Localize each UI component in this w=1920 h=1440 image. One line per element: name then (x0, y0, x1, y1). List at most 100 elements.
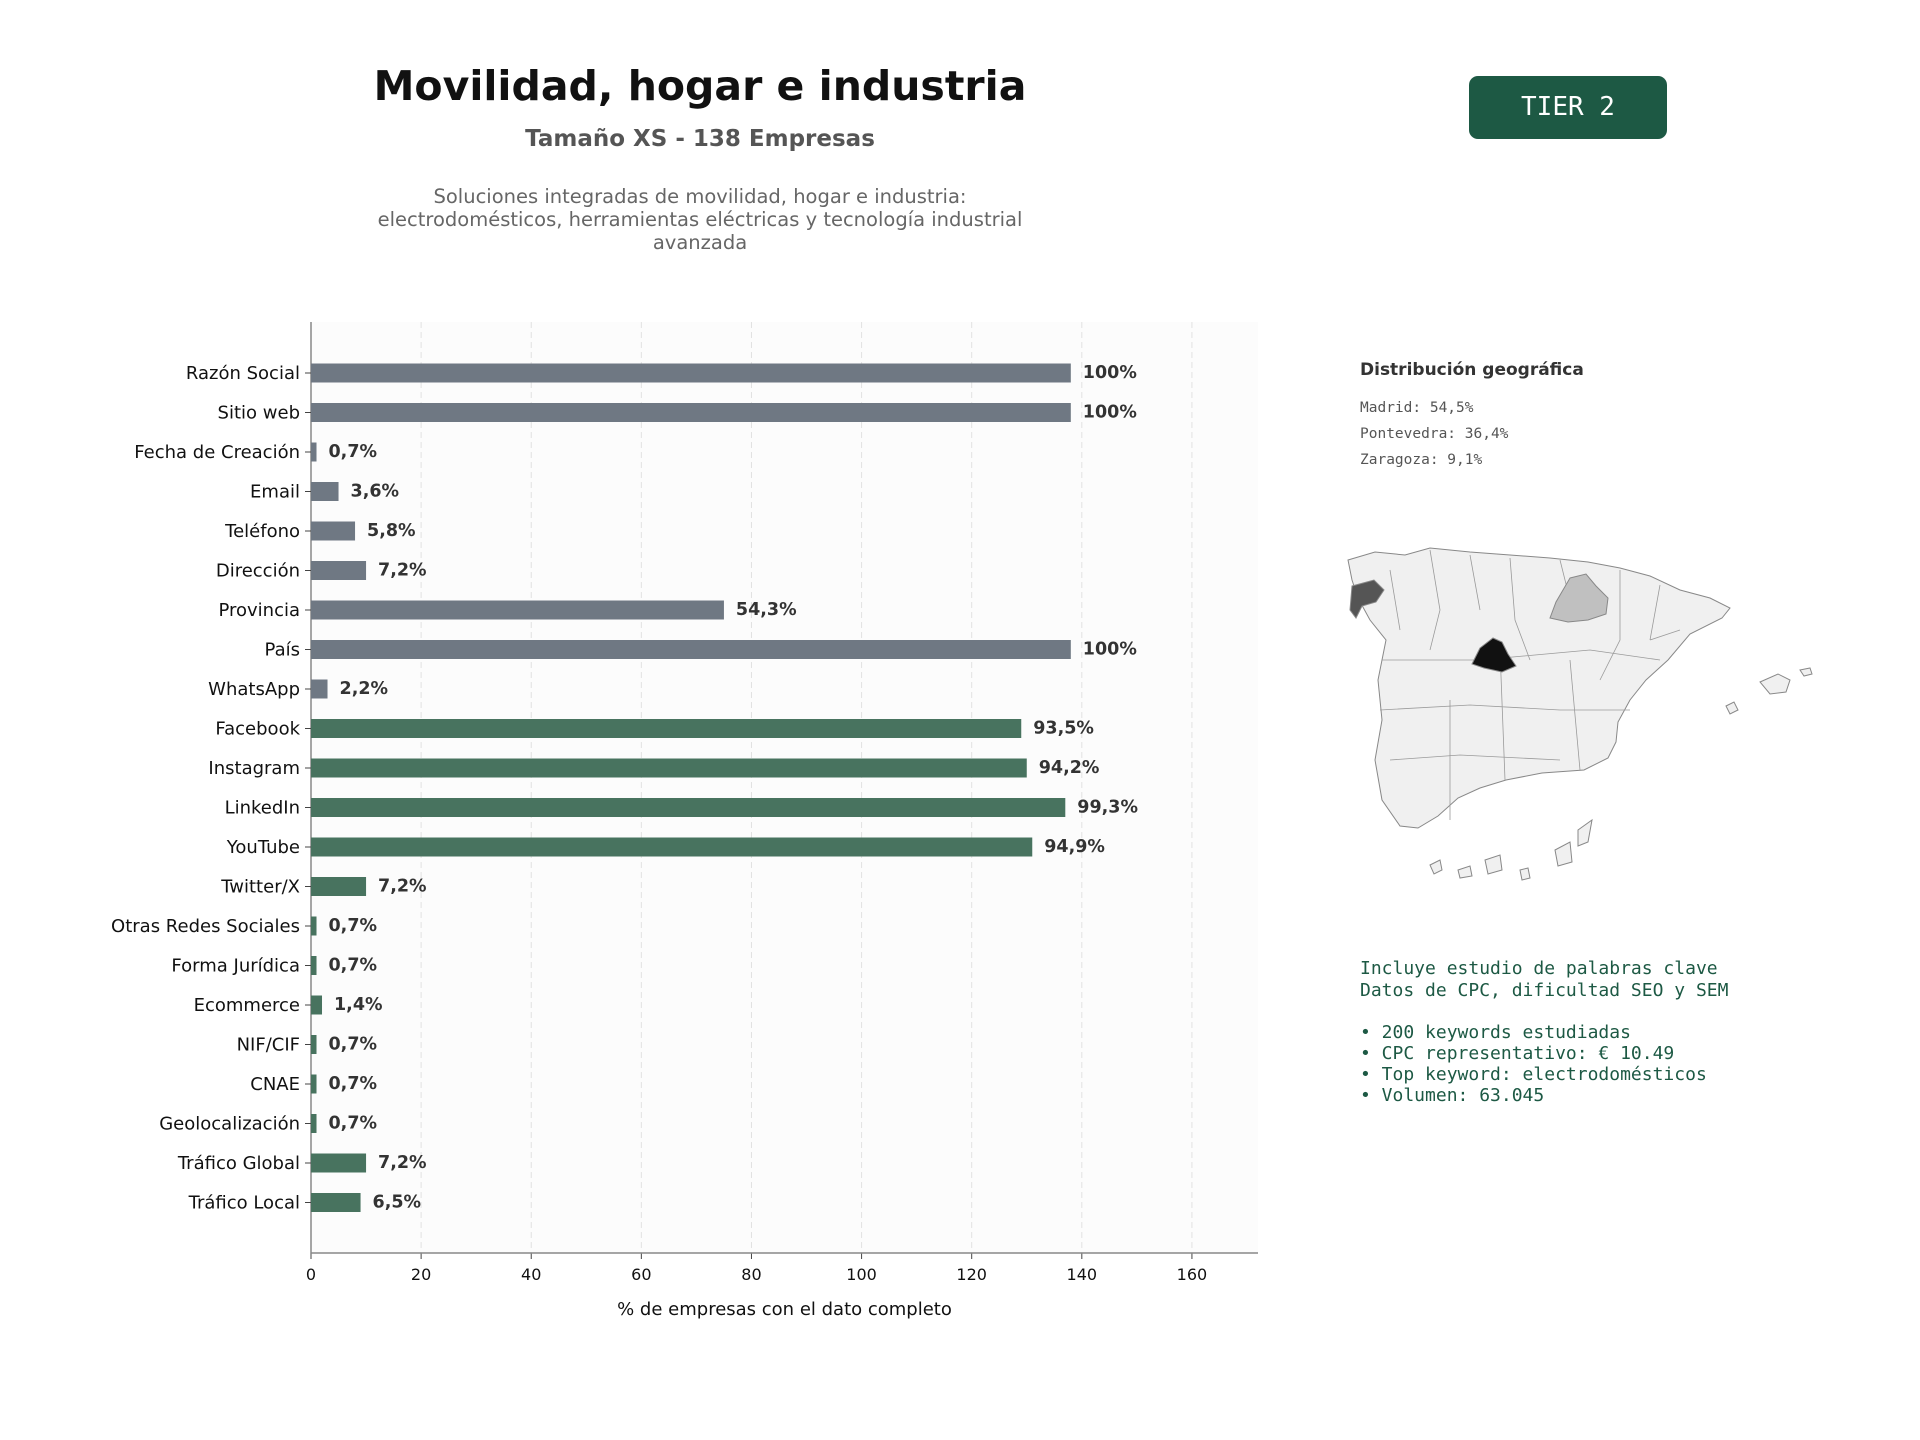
x-axis-label: % de empresas con el dato completo (617, 1299, 952, 1320)
bar (311, 995, 323, 1015)
bar (311, 758, 1027, 778)
keyword-bullet-4: • Volumen: 63.045 (1360, 1085, 1545, 1106)
x-tick-label: 60 (631, 1265, 651, 1284)
map-region-zaragoza (1549, 573, 1609, 623)
category-label: Tráfico Local (188, 1193, 300, 1214)
data-label: 5,8% (367, 521, 416, 541)
bar (311, 916, 317, 936)
geo-item-zaragoza: Zaragoza: 9,1% (1360, 452, 1483, 468)
bar (311, 363, 1071, 383)
bar (311, 877, 367, 896)
bar (311, 403, 1071, 422)
geo-item-pontevedra: Pontevedra: 36,4% (1360, 426, 1509, 442)
bar (311, 600, 724, 620)
data-label: 0,7% (329, 1035, 378, 1055)
category-label: Geolocalización (159, 1114, 300, 1135)
data-label: 2,2% (340, 679, 389, 699)
category-label: WhatsApp (208, 679, 300, 700)
bar (311, 521, 356, 541)
category-label: Tráfico Global (177, 1153, 300, 1174)
category-label: Facebook (215, 719, 300, 740)
category-label: Dirección (216, 561, 300, 582)
map-spain-mainland (1347, 547, 1731, 829)
page-subtitle: Tamaño XS - 138 Empresas (525, 126, 875, 152)
description-line-3: avanzada (652, 231, 748, 254)
keyword-bullet-2: • CPC representativo: € 10.49 (1360, 1043, 1675, 1064)
category-label: Fecha de Creación (134, 442, 300, 463)
x-tick-label: 140 (1067, 1265, 1098, 1284)
map-region-pontevedra (1349, 579, 1385, 619)
category-label: Forma Jurídica (171, 956, 300, 977)
geo-item-madrid: Madrid: 54,5% (1360, 400, 1474, 416)
data-label: 0,7% (329, 1114, 378, 1134)
category-label: Twitter/X (220, 877, 300, 898)
category-label: Razón Social (186, 363, 300, 384)
data-label: 7,2% (378, 561, 427, 581)
category-label: Email (250, 482, 300, 503)
data-label: 54,3% (736, 600, 797, 620)
data-label: 93,5% (1033, 719, 1094, 739)
category-label: Sitio web (218, 403, 300, 424)
data-label: 7,2% (378, 877, 427, 897)
bar (311, 482, 339, 501)
data-label: 94,9% (1044, 837, 1105, 857)
bar (311, 679, 328, 699)
category-label: LinkedIn (225, 798, 300, 819)
bar (311, 837, 1033, 857)
map-region-madrid (1471, 637, 1517, 673)
bar (311, 1035, 317, 1054)
plot-area (311, 322, 1258, 1253)
bar (311, 719, 1022, 738)
x-tick-label: 40 (521, 1265, 541, 1284)
category-label: Teléfono (224, 521, 300, 542)
map-balearic-islands (1725, 667, 1813, 715)
map-canary-islands (1429, 818, 1593, 881)
data-label: 94,2% (1039, 758, 1100, 778)
geo-distribution-title: Distribución geográfica (1360, 360, 1584, 380)
bar (311, 1193, 361, 1212)
category-label: YouTube (226, 837, 300, 858)
spain-map (1347, 547, 1813, 881)
x-tick-label: 120 (956, 1265, 987, 1284)
x-tick-label: 100 (846, 1265, 877, 1284)
data-label: 3,6% (351, 482, 400, 502)
data-label: 0,7% (329, 442, 378, 462)
category-label: Provincia (218, 600, 300, 621)
x-tick-label: 20 (411, 1265, 431, 1284)
keyword-bullet-3: • Top keyword: electrodomésticos (1360, 1064, 1707, 1085)
data-label: 100% (1083, 640, 1137, 660)
page-title: Movilidad, hogar e industria (373, 62, 1027, 110)
data-label: 7,2% (378, 1153, 427, 1173)
data-label: 0,7% (329, 916, 378, 936)
bar (311, 798, 1066, 817)
description-line-2: electrodomésticos, herramientas eléctric… (377, 208, 1023, 231)
category-label: Otras Redes Sociales (111, 916, 300, 937)
keyword-bullet-1: • 200 keywords estudiadas (1360, 1022, 1631, 1043)
x-tick-label: 160 (1177, 1265, 1208, 1284)
bar (311, 561, 367, 580)
data-label: 0,7% (329, 1074, 378, 1094)
tier-badge: TIER 2 (1469, 76, 1667, 139)
x-tick-label: 0 (306, 1265, 316, 1284)
map-region-lines (1379, 549, 1681, 820)
keyword-study-line-2: Datos de CPC, dificultad SEO y SEM (1360, 980, 1729, 1001)
data-label: 100% (1083, 403, 1137, 423)
bar (311, 442, 317, 462)
data-label: 0,7% (329, 956, 378, 976)
bar (311, 1074, 317, 1094)
category-label: CNAE (250, 1074, 300, 1095)
bar (311, 956, 317, 975)
keyword-study-line-1: Incluye estudio de palabras clave (1360, 958, 1718, 979)
data-label: 99,3% (1077, 798, 1138, 818)
data-label: 100% (1083, 363, 1137, 383)
category-label: Instagram (208, 758, 300, 779)
sector-description: Soluciones integradas de movilidad, hoga… (330, 185, 1070, 254)
data-label: 1,4% (334, 995, 383, 1015)
x-tick-label: 80 (741, 1265, 761, 1284)
category-label: País (265, 640, 300, 661)
description-line-1: Soluciones integradas de movilidad, hoga… (433, 185, 967, 208)
data-label: 6,5% (373, 1193, 422, 1213)
bar (311, 1153, 367, 1173)
bar (311, 640, 1071, 659)
category-label: Ecommerce (194, 995, 300, 1016)
